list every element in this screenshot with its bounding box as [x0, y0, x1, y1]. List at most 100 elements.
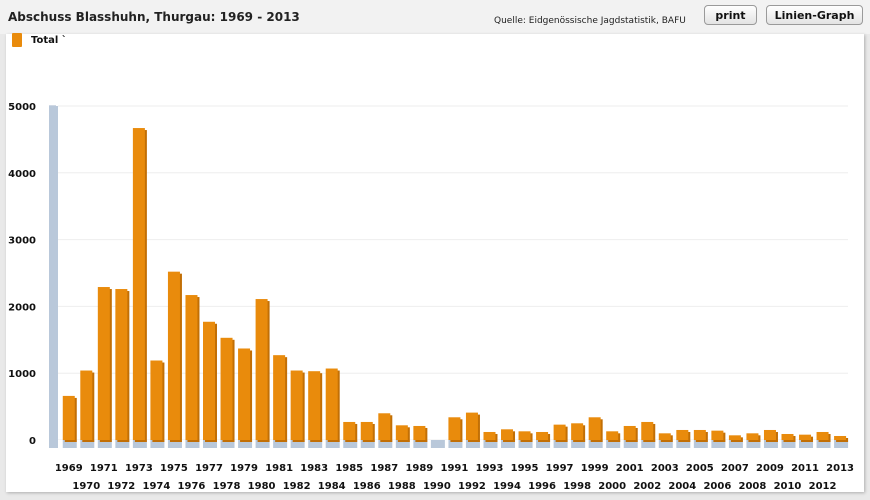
x-tick-label: 1998 [563, 481, 591, 492]
bar-base [203, 440, 218, 448]
bar-base [465, 440, 480, 448]
bar-base [799, 440, 814, 448]
bar [115, 289, 128, 440]
bar [290, 370, 303, 440]
bar-base [658, 440, 673, 448]
bar-base [448, 440, 463, 448]
x-tick-label: 1990 [423, 481, 451, 492]
bar-base [571, 440, 586, 448]
x-tick-label: 1980 [248, 481, 276, 492]
chart-header: Abschuss Blasshuhn, Thurgau: 1969 - 2013… [0, 0, 870, 34]
bar [571, 423, 584, 440]
legend-label-total: Total ` [31, 34, 67, 46]
bar [343, 421, 356, 440]
bar [763, 429, 776, 440]
bar [799, 434, 812, 440]
chart-panel [6, 34, 864, 492]
print-button[interactable]: print [704, 5, 757, 25]
bar [623, 425, 636, 440]
x-tick-label: 2011 [791, 463, 819, 474]
x-tick-label: 1974 [142, 481, 170, 492]
bar-base [518, 440, 533, 448]
x-tick-label: 2013 [826, 463, 854, 474]
x-tick-label: 1997 [546, 463, 574, 474]
x-tick-label: 1976 [178, 481, 206, 492]
x-tick-label: 1982 [283, 481, 311, 492]
bar-base [588, 440, 603, 448]
bar [711, 430, 724, 440]
x-tick-label: 1989 [405, 463, 433, 474]
bar-base [606, 440, 621, 448]
x-tick-label: 2002 [633, 481, 661, 492]
bar-base [641, 440, 656, 448]
x-tick-label: 2008 [739, 481, 767, 492]
bar [641, 421, 654, 440]
bar [676, 429, 689, 440]
chart-title: Abschuss Blasshuhn, Thurgau: 1969 - 2013 [8, 10, 300, 24]
bar-base [816, 440, 831, 448]
bar [834, 435, 847, 440]
bar-base [167, 440, 182, 448]
bar [62, 395, 75, 440]
x-tick-label: 1973 [125, 463, 153, 474]
bar [167, 271, 180, 440]
bar-base [62, 440, 77, 448]
bar-base [553, 440, 568, 448]
bar [308, 371, 321, 440]
legend[interactable]: Total ` [12, 33, 67, 47]
bar [150, 360, 163, 440]
bar [746, 433, 759, 440]
bar-base [483, 440, 498, 448]
y-tick-label: 0 [29, 436, 36, 447]
x-tick-label: 1981 [265, 463, 293, 474]
bar-base [325, 440, 340, 448]
bar [536, 431, 549, 440]
x-tick-label: 1994 [493, 481, 521, 492]
bar-base [395, 440, 410, 448]
bar [97, 287, 110, 440]
x-tick-label: 1983 [300, 463, 328, 474]
y-tick-label: 1000 [8, 369, 36, 380]
x-tick-label: 2001 [616, 463, 644, 474]
bar-base [115, 440, 130, 448]
y-tick-label: 2000 [8, 302, 36, 313]
bar-base [80, 440, 95, 448]
x-tick-label: 1995 [511, 463, 539, 474]
x-tick-label: 2003 [651, 463, 679, 474]
x-tick-label: 1979 [230, 463, 258, 474]
x-tick-label: 1985 [335, 463, 363, 474]
bar [203, 321, 216, 440]
x-tick-label: 1996 [528, 481, 556, 492]
bar-base [308, 440, 323, 448]
bar [325, 368, 338, 440]
x-tick-label: 2010 [774, 481, 802, 492]
bar-base [150, 440, 165, 448]
bar [448, 417, 461, 440]
x-tick-label: 1978 [213, 481, 241, 492]
x-tick-label: 2000 [598, 481, 626, 492]
bar-base [623, 440, 638, 448]
bar-base [220, 440, 235, 448]
bar-base [746, 440, 761, 448]
bar-base [185, 440, 200, 448]
bar [693, 429, 706, 440]
x-tick-label: 1999 [581, 463, 609, 474]
y-tick-label: 3000 [8, 236, 36, 247]
y-tick-label: 4000 [8, 169, 36, 180]
x-tick-label: 1971 [90, 463, 118, 474]
x-tick-label: 1984 [318, 481, 346, 492]
bar-base [728, 440, 743, 448]
bar-base [781, 440, 796, 448]
bar-base [238, 440, 253, 448]
source-note: Quelle: Eidgenössische Jagdstatistik, BA… [494, 16, 686, 26]
x-tick-label: 2012 [809, 481, 837, 492]
y-axis-wall [49, 106, 58, 448]
line-graph-button[interactable]: Linien-Graph [766, 5, 863, 25]
x-tick-label: 2005 [686, 463, 714, 474]
x-tick-label: 2007 [721, 463, 749, 474]
bar-base [97, 440, 112, 448]
bar-base [360, 440, 375, 448]
bar [588, 417, 601, 440]
bar [80, 370, 93, 440]
